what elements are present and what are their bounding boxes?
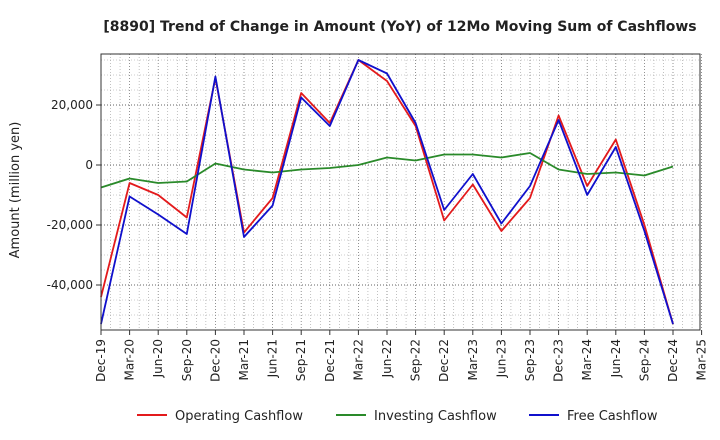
x-tick-label: Mar-21 (237, 339, 251, 380)
x-tick-label: Sep-21 (294, 339, 308, 381)
y-axis-label: Amount (million yen) (8, 122, 23, 259)
x-tick-label: Mar-25 (695, 339, 709, 380)
x-tick-label: Jun-24 (609, 339, 623, 378)
x-tick-label: Mar-23 (466, 339, 480, 380)
x-tick-label: Dec-19 (94, 339, 108, 382)
x-tick-label: Sep-24 (637, 339, 651, 381)
series-line-investing-cashflow (100, 152, 674, 189)
x-tick-label: Sep-20 (180, 339, 194, 381)
legend-label: Investing Cashflow (374, 409, 497, 424)
y-tick-label: -40,000 (47, 278, 93, 292)
x-tick-label: Dec-20 (208, 339, 222, 382)
x-tick-label: Dec-23 (552, 339, 566, 382)
y-tick-label: 20,000 (51, 98, 93, 112)
x-tick-label: Dec-21 (323, 339, 337, 382)
x-tick-label: Dec-24 (666, 339, 680, 382)
x-tick-label: Mar-24 (580, 339, 594, 380)
legend: Operating Cashflow Investing Cashflow Free… (137, 409, 658, 424)
chart-title: [8890] Trend of Change in Amount (YoY) o… (103, 19, 696, 35)
x-tick-label: Jun-20 (151, 339, 165, 378)
series-line-operating-cashflow (100, 59, 674, 325)
plot-area-frame (100, 53, 701, 331)
x-tick-label: Sep-22 (409, 339, 423, 381)
series-line-free-cashflow (100, 59, 674, 325)
y-tick-label: -20,000 (47, 218, 93, 232)
series-layer (100, 59, 674, 325)
x-tick-label: Jun-21 (266, 339, 280, 378)
x-tick-label: Jun-23 (494, 339, 508, 378)
legend-label: Operating Cashflow (175, 409, 303, 424)
x-tick-label: Jun-22 (380, 339, 394, 378)
x-tick-label: Mar-22 (351, 339, 365, 380)
x-tick-label: Dec-22 (437, 339, 451, 382)
legend-label: Free Cashflow (567, 409, 658, 424)
y-tick-label: 0 (85, 158, 93, 172)
grid-layer (100, 54, 702, 330)
x-tick-label: Mar-20 (123, 339, 137, 380)
x-tick-label: Sep-23 (523, 339, 537, 381)
x-axis-ticks: Dec-19 Mar-20 Jun-20 Sep-20 Dec-20 Mar-21 Jun-… (94, 330, 709, 382)
y-axis-ticks: -40,000 -20,000 0 20,000 (47, 98, 101, 292)
